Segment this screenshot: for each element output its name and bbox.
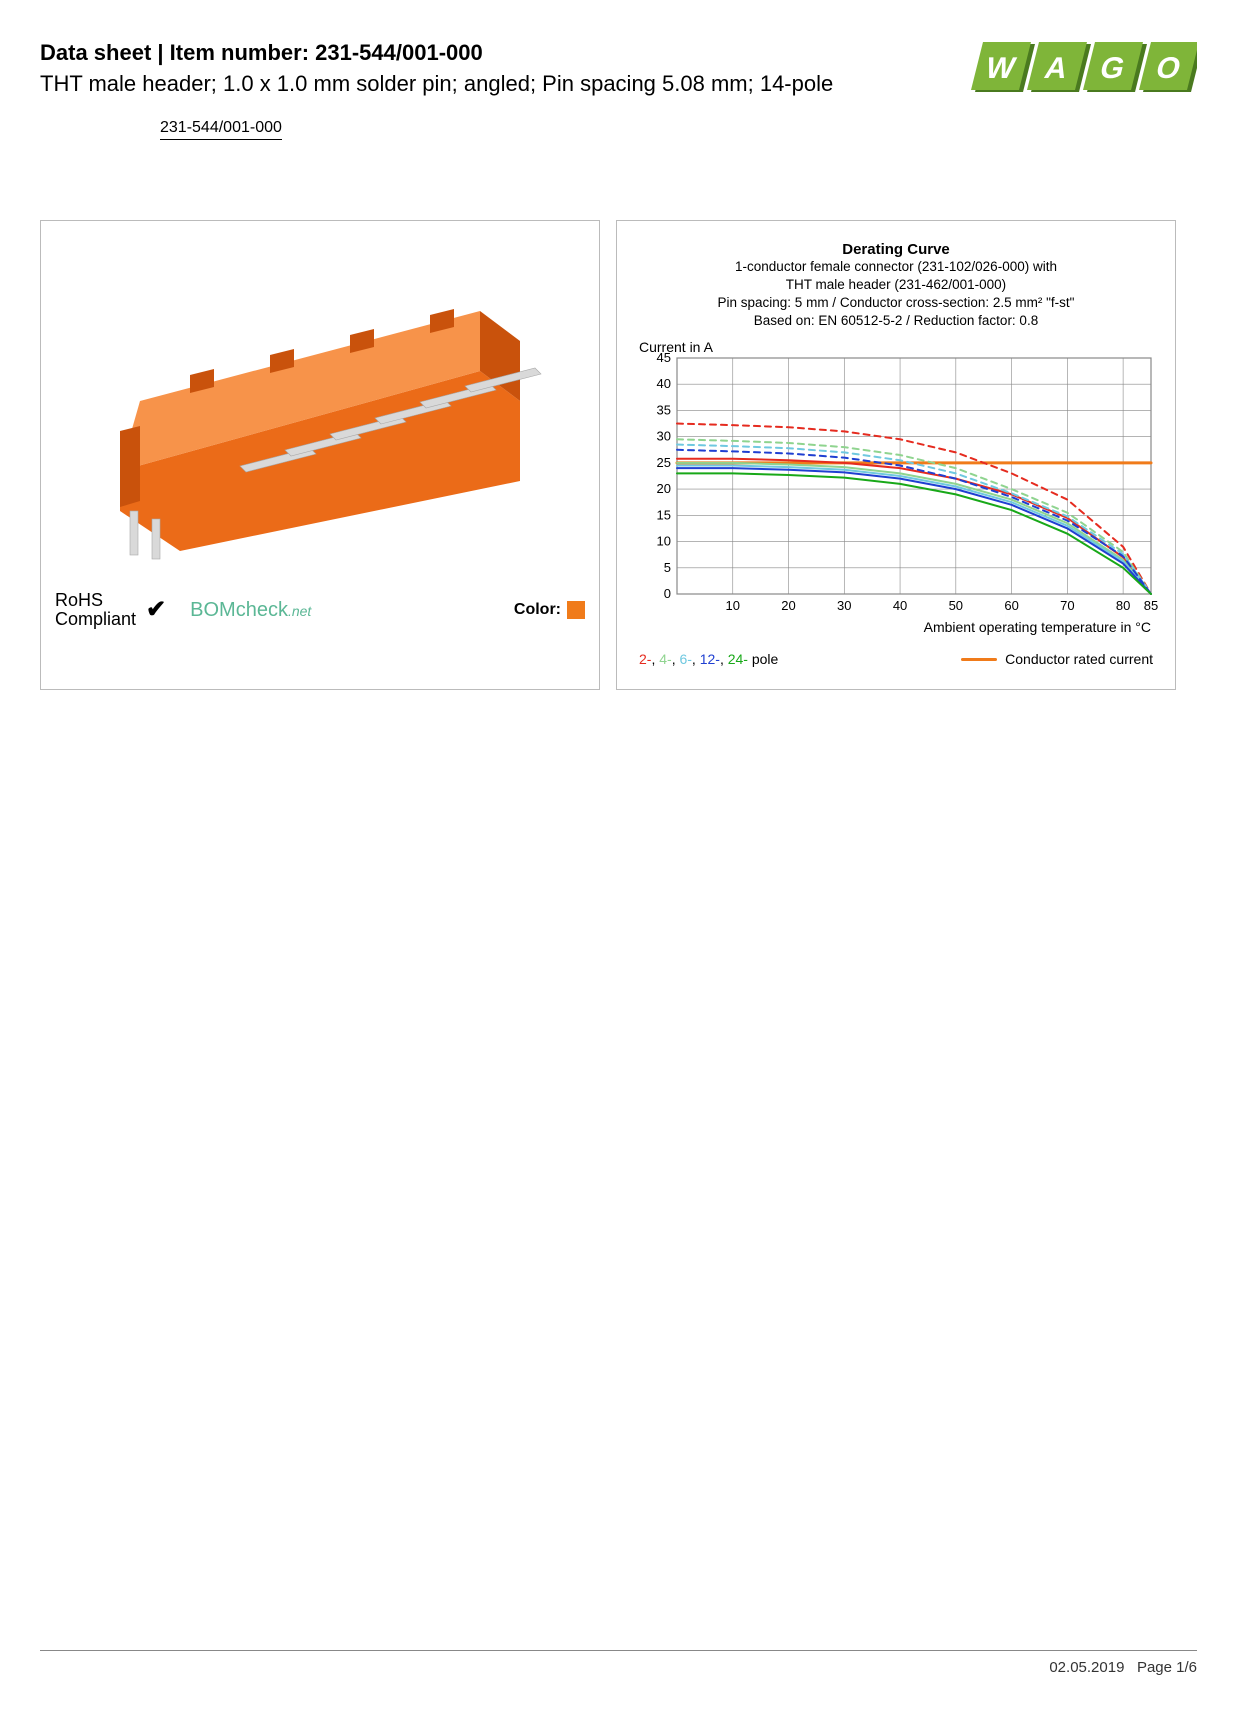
- svg-text:45: 45: [657, 350, 671, 365]
- check-icon: ✔: [146, 597, 166, 623]
- page-subtitle: THT male header; 1.0 x 1.0 mm solder pin…: [40, 70, 967, 99]
- svg-text:10: 10: [657, 534, 671, 549]
- header: Data sheet | Item number: 231-544/001-00…: [40, 40, 1197, 140]
- part-number-link[interactable]: 231-544/001-000: [160, 119, 282, 140]
- legend-series-item: 6-: [679, 651, 691, 667]
- title-prefix: Data sheet: [40, 40, 151, 65]
- svg-text:60: 60: [1004, 598, 1018, 613]
- chart-panel: Derating Curve 1-conductor female connec…: [616, 220, 1176, 690]
- svg-text:50: 50: [949, 598, 963, 613]
- bomcheck-badge: BOMcheck.net: [190, 599, 311, 622]
- legend-sep: ,: [692, 651, 700, 667]
- legend-series-item: 2-: [639, 651, 651, 667]
- svg-text:85: 85: [1144, 598, 1158, 613]
- bomcheck-main: BOMcheck: [190, 599, 288, 621]
- rohs-text: RoHS Compliant: [55, 591, 136, 631]
- product-image: [55, 241, 585, 571]
- legend-rated-label: Conductor rated current: [1005, 651, 1153, 667]
- legend-series-suffix: pole: [748, 651, 778, 667]
- chart-meta-2: THT male header (231-462/001-000): [631, 276, 1161, 294]
- title-sep: |: [151, 40, 169, 65]
- svg-text:20: 20: [781, 598, 795, 613]
- chart-legend: 2-, 4-, 6-, 12-, 24- pole Conductor rate…: [631, 651, 1161, 667]
- svg-text:30: 30: [837, 598, 851, 613]
- color-indicator: Color:: [514, 601, 585, 619]
- svg-text:20: 20: [657, 482, 671, 497]
- legend-rated: Conductor rated current: [961, 651, 1153, 667]
- title-label: Item number:: [170, 40, 315, 65]
- chart-title: Derating Curve: [631, 241, 1161, 258]
- chart-meta: 1-conductor female connector (231-102/02…: [631, 258, 1161, 331]
- svg-text:70: 70: [1060, 598, 1074, 613]
- legend-series-item: 24-: [728, 651, 748, 667]
- color-label-text: Color:: [514, 601, 561, 619]
- legend-series: 2-, 4-, 6-, 12-, 24- pole: [639, 651, 778, 667]
- legend-sep: ,: [720, 651, 728, 667]
- svg-text:25: 25: [657, 455, 671, 470]
- page-title: Data sheet | Item number: 231-544/001-00…: [40, 40, 967, 66]
- content-row: RoHS Compliant ✔ BOMcheck.net Color: Der…: [40, 220, 1197, 690]
- svg-text:30: 30: [657, 429, 671, 444]
- svg-text:10: 10: [726, 598, 740, 613]
- rohs-line1: RoHS: [55, 591, 136, 611]
- svg-text:40: 40: [893, 598, 907, 613]
- footer-page: Page 1/6: [1137, 1659, 1197, 1676]
- svg-text:Current in A: Current in A: [639, 339, 714, 355]
- svg-text:Ambient operating temperature: Ambient operating temperature in °C: [924, 619, 1151, 635]
- wago-logo: WAGO: [967, 40, 1197, 100]
- derating-chart: Current in A 0 5 10 15 20 25 30 35 40 45 10 20 30 40 50…: [631, 336, 1161, 636]
- legend-series-item: 12-: [700, 651, 720, 667]
- svg-text:80: 80: [1116, 598, 1130, 613]
- svg-text:15: 15: [657, 508, 671, 523]
- page-footer: 02.05.2019 Page 1/6: [40, 1650, 1197, 1676]
- footer-date: 02.05.2019: [1049, 1659, 1124, 1676]
- legend-rated-line: [961, 658, 997, 661]
- chart-meta-1: 1-conductor female connector (231-102/02…: [631, 258, 1161, 276]
- svg-text:0: 0: [664, 586, 671, 601]
- legend-series-item: 4-: [659, 651, 671, 667]
- chart-meta-3: Pin spacing: 5 mm / Conductor cross-sect…: [631, 294, 1161, 312]
- title-item-number: 231-544/001-000: [315, 40, 483, 65]
- rohs-badge: RoHS Compliant ✔: [55, 591, 166, 631]
- rohs-line2: Compliant: [55, 610, 136, 630]
- color-swatch: [567, 601, 585, 619]
- product-panel: RoHS Compliant ✔ BOMcheck.net Color:: [40, 220, 600, 690]
- bomcheck-suffix: .net: [288, 603, 311, 619]
- svg-text:40: 40: [657, 377, 671, 392]
- badges-row: RoHS Compliant ✔ BOMcheck.net Color:: [55, 591, 585, 631]
- chart-meta-4: Based on: EN 60512-5-2 / Reduction facto…: [631, 312, 1161, 330]
- svg-text:35: 35: [657, 403, 671, 418]
- header-text-block: Data sheet | Item number: 231-544/001-00…: [40, 40, 967, 140]
- svg-text:5: 5: [664, 560, 671, 575]
